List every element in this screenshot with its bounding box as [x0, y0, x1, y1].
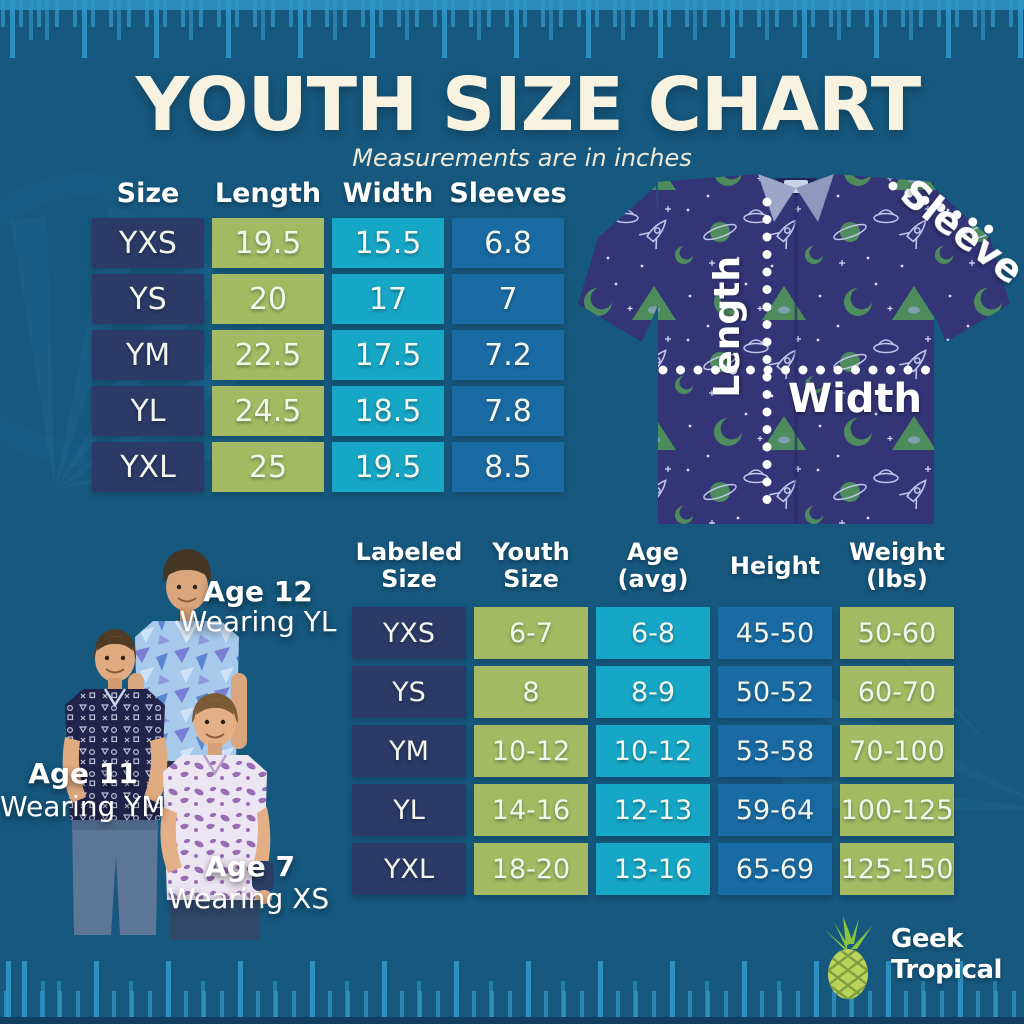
size-cell: YM [92, 330, 204, 380]
width-cell: 19.5 [332, 442, 444, 492]
model-photos [62, 549, 274, 940]
brand-logo: Geek Tropical [815, 914, 1024, 1006]
size-measurement-table: Size Length Width Sleeves YXS 19.5 15.5 … [92, 176, 567, 492]
sleeves-cell: 8.5 [452, 442, 564, 492]
model-age-7-label: Age 7 [205, 850, 295, 883]
shirt-graphic [578, 174, 1010, 524]
page-subtitle: Measurements are in inches [352, 144, 692, 172]
model-wearing-yl-label: Wearing YL [179, 605, 337, 638]
brand-name-line1: Geek [891, 924, 963, 954]
model-wearing-ym-label: Wearing YM [0, 790, 166, 823]
weight-cell: 60-70 [840, 666, 954, 718]
length-cell: 22.5 [212, 330, 324, 380]
width-label: Width [788, 376, 922, 422]
ruler-bottom-bar [0, 1017, 1024, 1024]
brand-name: Geek Tropical [891, 924, 1002, 986]
model-age-11-label: Age 11 [28, 757, 138, 790]
size-cell: YL [92, 386, 204, 436]
length-cell: 24.5 [212, 386, 324, 436]
fit-table-header-youth-size: Youth Size [492, 538, 570, 593]
sleeves-cell: 7.2 [452, 330, 564, 380]
age-cell: 6-8 [596, 607, 710, 659]
age-cell: 10-12 [596, 725, 710, 777]
age-cell: 13-16 [596, 843, 710, 895]
height-cell: 50-52 [718, 666, 832, 718]
model-photo-age-7 [160, 693, 274, 940]
pineapple-icon [825, 916, 872, 999]
size-cell: YXS [92, 218, 204, 268]
shirt-left-sleeve [578, 186, 662, 342]
labeled-size-cell: YS [352, 666, 466, 718]
length-cell: 25 [212, 442, 324, 492]
labeled-size-cell: YM [352, 725, 466, 777]
sleeves-cell: 7.8 [452, 386, 564, 436]
sleeves-cell: 7 [452, 274, 564, 324]
sleeve-dotted-line [888, 181, 1009, 241]
shirt-right-lapel [796, 174, 834, 222]
sleeves-cell: 6.8 [452, 218, 564, 268]
size-table-header-sleeves: Sleeves [449, 177, 567, 209]
weight-cell: 100-125 [840, 784, 954, 836]
length-cell: 20 [212, 274, 324, 324]
shirt-left-lapel [758, 174, 796, 222]
fit-table-header-height: Height [729, 551, 821, 580]
size-table-header-size: Size [116, 177, 180, 209]
brand-name-line2: Tropical [891, 955, 1002, 985]
shirt-measurement-diagram: Length Width Sleeve [578, 170, 1024, 524]
size-cell: YXL [92, 442, 204, 492]
weight-cell: 125-150 [840, 843, 954, 895]
fit-table-header-weight: Weight (lbs) [849, 538, 945, 593]
youth-size-cell: 18-20 [474, 843, 588, 895]
height-cell: 53-58 [718, 725, 832, 777]
youth-size-cell: 6-7 [474, 607, 588, 659]
model-wearing-xs-label: Wearing XS [168, 882, 330, 915]
fit-table-header-age: Age (avg) [617, 538, 689, 593]
labeled-size-cell: YL [352, 784, 466, 836]
youth-size-cell: 8 [474, 666, 588, 718]
labeled-size-cell: YXS [352, 607, 466, 659]
labeled-size-cell: YXL [352, 843, 466, 895]
model-photo-age-11 [62, 629, 168, 935]
size-table-header-length: Length [214, 177, 322, 209]
size-cell: YS [92, 274, 204, 324]
age-cell: 12-13 [596, 784, 710, 836]
ruler-top-small-ticks [0, 0, 1024, 27]
youth-size-cell: 10-12 [474, 725, 588, 777]
width-cell: 17 [332, 274, 444, 324]
height-cell: 65-69 [718, 843, 832, 895]
age-cell: 8-9 [596, 666, 710, 718]
width-cell: 18.5 [332, 386, 444, 436]
height-cell: 59-64 [718, 784, 832, 836]
youth-size-cell: 14-16 [474, 784, 588, 836]
fit-table-header-labeled-size: Labeled Size [355, 538, 463, 593]
shirt-right-sleeve [926, 186, 1010, 342]
length-cell: 19.5 [212, 218, 324, 268]
height-cell: 45-50 [718, 607, 832, 659]
width-cell: 17.5 [332, 330, 444, 380]
size-table-header-width: Width [342, 177, 434, 209]
model-age-12-label: Age 12 [203, 575, 313, 608]
width-cell: 15.5 [332, 218, 444, 268]
page-title: YOUTH SIZE CHART [135, 62, 922, 148]
fit-guide-table: Labeled Size Youth Size Age (avg) Height… [352, 532, 954, 895]
weight-cell: 70-100 [840, 725, 954, 777]
length-label: Length [707, 256, 748, 398]
weight-cell: 50-60 [840, 607, 954, 659]
